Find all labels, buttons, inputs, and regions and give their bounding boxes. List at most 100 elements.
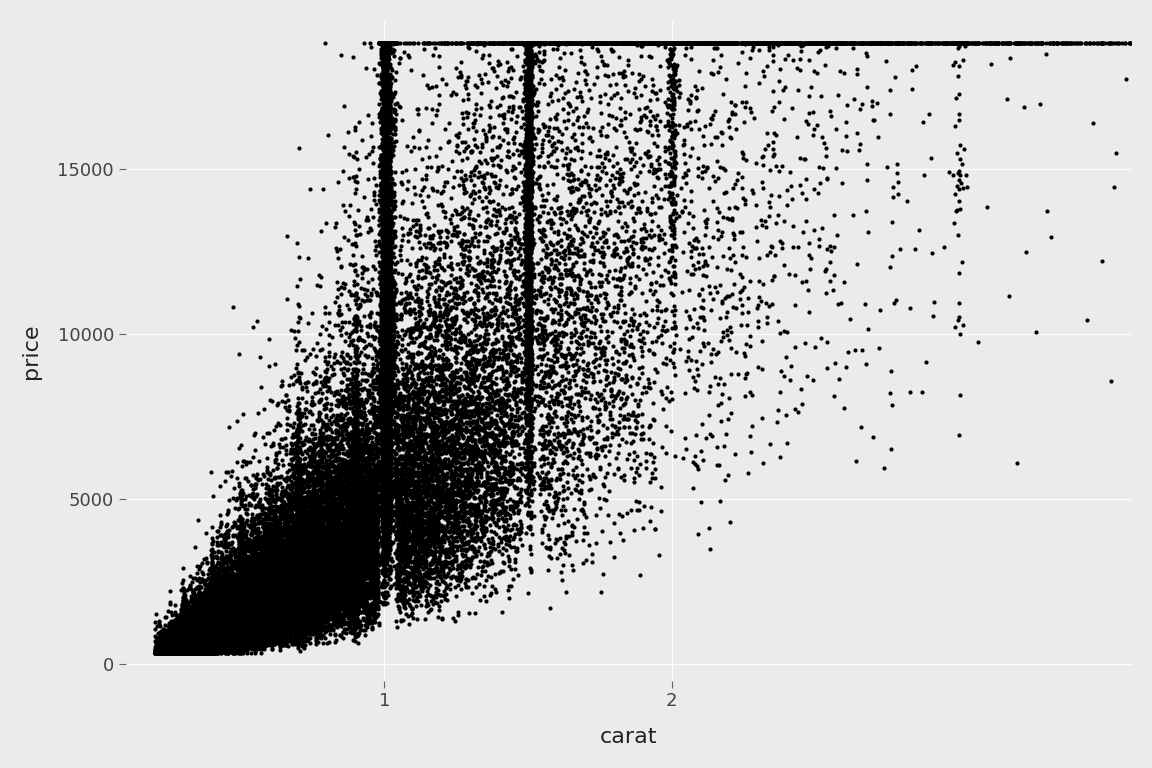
Point — [203, 644, 221, 656]
Point — [265, 576, 283, 588]
Point — [286, 621, 304, 633]
Point — [220, 624, 238, 636]
Point — [492, 535, 510, 548]
Point — [377, 535, 395, 547]
Point — [520, 256, 538, 268]
Point — [514, 179, 532, 191]
Point — [190, 583, 209, 595]
Point — [713, 389, 732, 401]
Point — [810, 233, 828, 245]
Point — [430, 253, 448, 266]
Point — [210, 627, 228, 639]
Point — [263, 614, 281, 627]
Point — [160, 647, 179, 660]
Point — [347, 523, 365, 535]
Point — [346, 434, 364, 446]
Point — [348, 547, 366, 559]
Point — [306, 614, 325, 627]
Point — [240, 628, 258, 641]
Point — [1100, 37, 1119, 49]
Point — [666, 37, 684, 49]
Point — [250, 617, 268, 629]
Point — [287, 584, 305, 597]
Point — [518, 506, 537, 518]
Point — [202, 607, 220, 620]
Point — [522, 37, 540, 49]
Point — [230, 627, 249, 640]
Point — [324, 521, 342, 534]
Point — [1099, 37, 1117, 49]
Point — [522, 160, 540, 172]
Point — [558, 327, 576, 339]
Point — [340, 389, 358, 401]
Point — [245, 617, 264, 630]
Point — [384, 368, 402, 380]
Point — [321, 561, 340, 574]
Point — [335, 539, 354, 551]
Point — [376, 454, 394, 466]
Point — [666, 37, 684, 49]
Point — [440, 462, 458, 475]
Point — [353, 441, 371, 453]
Point — [297, 585, 316, 598]
Point — [316, 568, 334, 580]
Point — [378, 532, 396, 545]
Point — [203, 627, 221, 640]
Point — [265, 621, 283, 633]
Point — [539, 248, 558, 260]
Point — [373, 449, 392, 462]
Point — [328, 475, 347, 487]
Point — [361, 616, 379, 628]
Point — [168, 647, 187, 660]
Point — [344, 372, 363, 384]
Point — [194, 643, 212, 655]
Point — [203, 603, 221, 615]
Point — [882, 216, 901, 228]
Point — [377, 37, 395, 49]
Point — [232, 613, 250, 625]
Point — [173, 647, 191, 660]
Point — [662, 37, 681, 49]
Point — [522, 259, 540, 271]
Point — [250, 588, 268, 601]
Point — [476, 409, 494, 421]
Point — [571, 243, 590, 256]
Point — [396, 581, 415, 594]
Point — [348, 544, 366, 556]
Point — [202, 631, 220, 643]
Point — [218, 631, 236, 643]
Point — [202, 626, 220, 638]
Point — [480, 389, 499, 402]
Point — [286, 591, 304, 603]
Point — [244, 565, 263, 578]
Point — [174, 647, 192, 660]
Point — [381, 380, 400, 392]
Point — [464, 487, 483, 499]
Point — [537, 263, 555, 275]
Point — [513, 382, 531, 394]
Point — [923, 37, 941, 49]
Point — [332, 469, 350, 482]
Point — [812, 37, 831, 49]
Point — [391, 529, 409, 541]
Point — [245, 427, 264, 439]
Point — [460, 535, 478, 547]
Point — [320, 574, 339, 586]
Point — [376, 87, 394, 99]
Point — [217, 618, 235, 631]
Point — [252, 614, 271, 626]
Point — [173, 624, 191, 637]
Point — [409, 401, 427, 413]
Point — [223, 601, 242, 613]
Point — [174, 643, 192, 655]
Point — [374, 559, 393, 571]
Point — [393, 423, 411, 435]
Point — [242, 621, 260, 634]
Point — [264, 598, 282, 610]
Point — [245, 594, 264, 607]
Point — [267, 581, 286, 594]
Point — [298, 589, 317, 601]
Point — [223, 581, 242, 593]
Point — [196, 582, 214, 594]
Point — [691, 37, 710, 49]
